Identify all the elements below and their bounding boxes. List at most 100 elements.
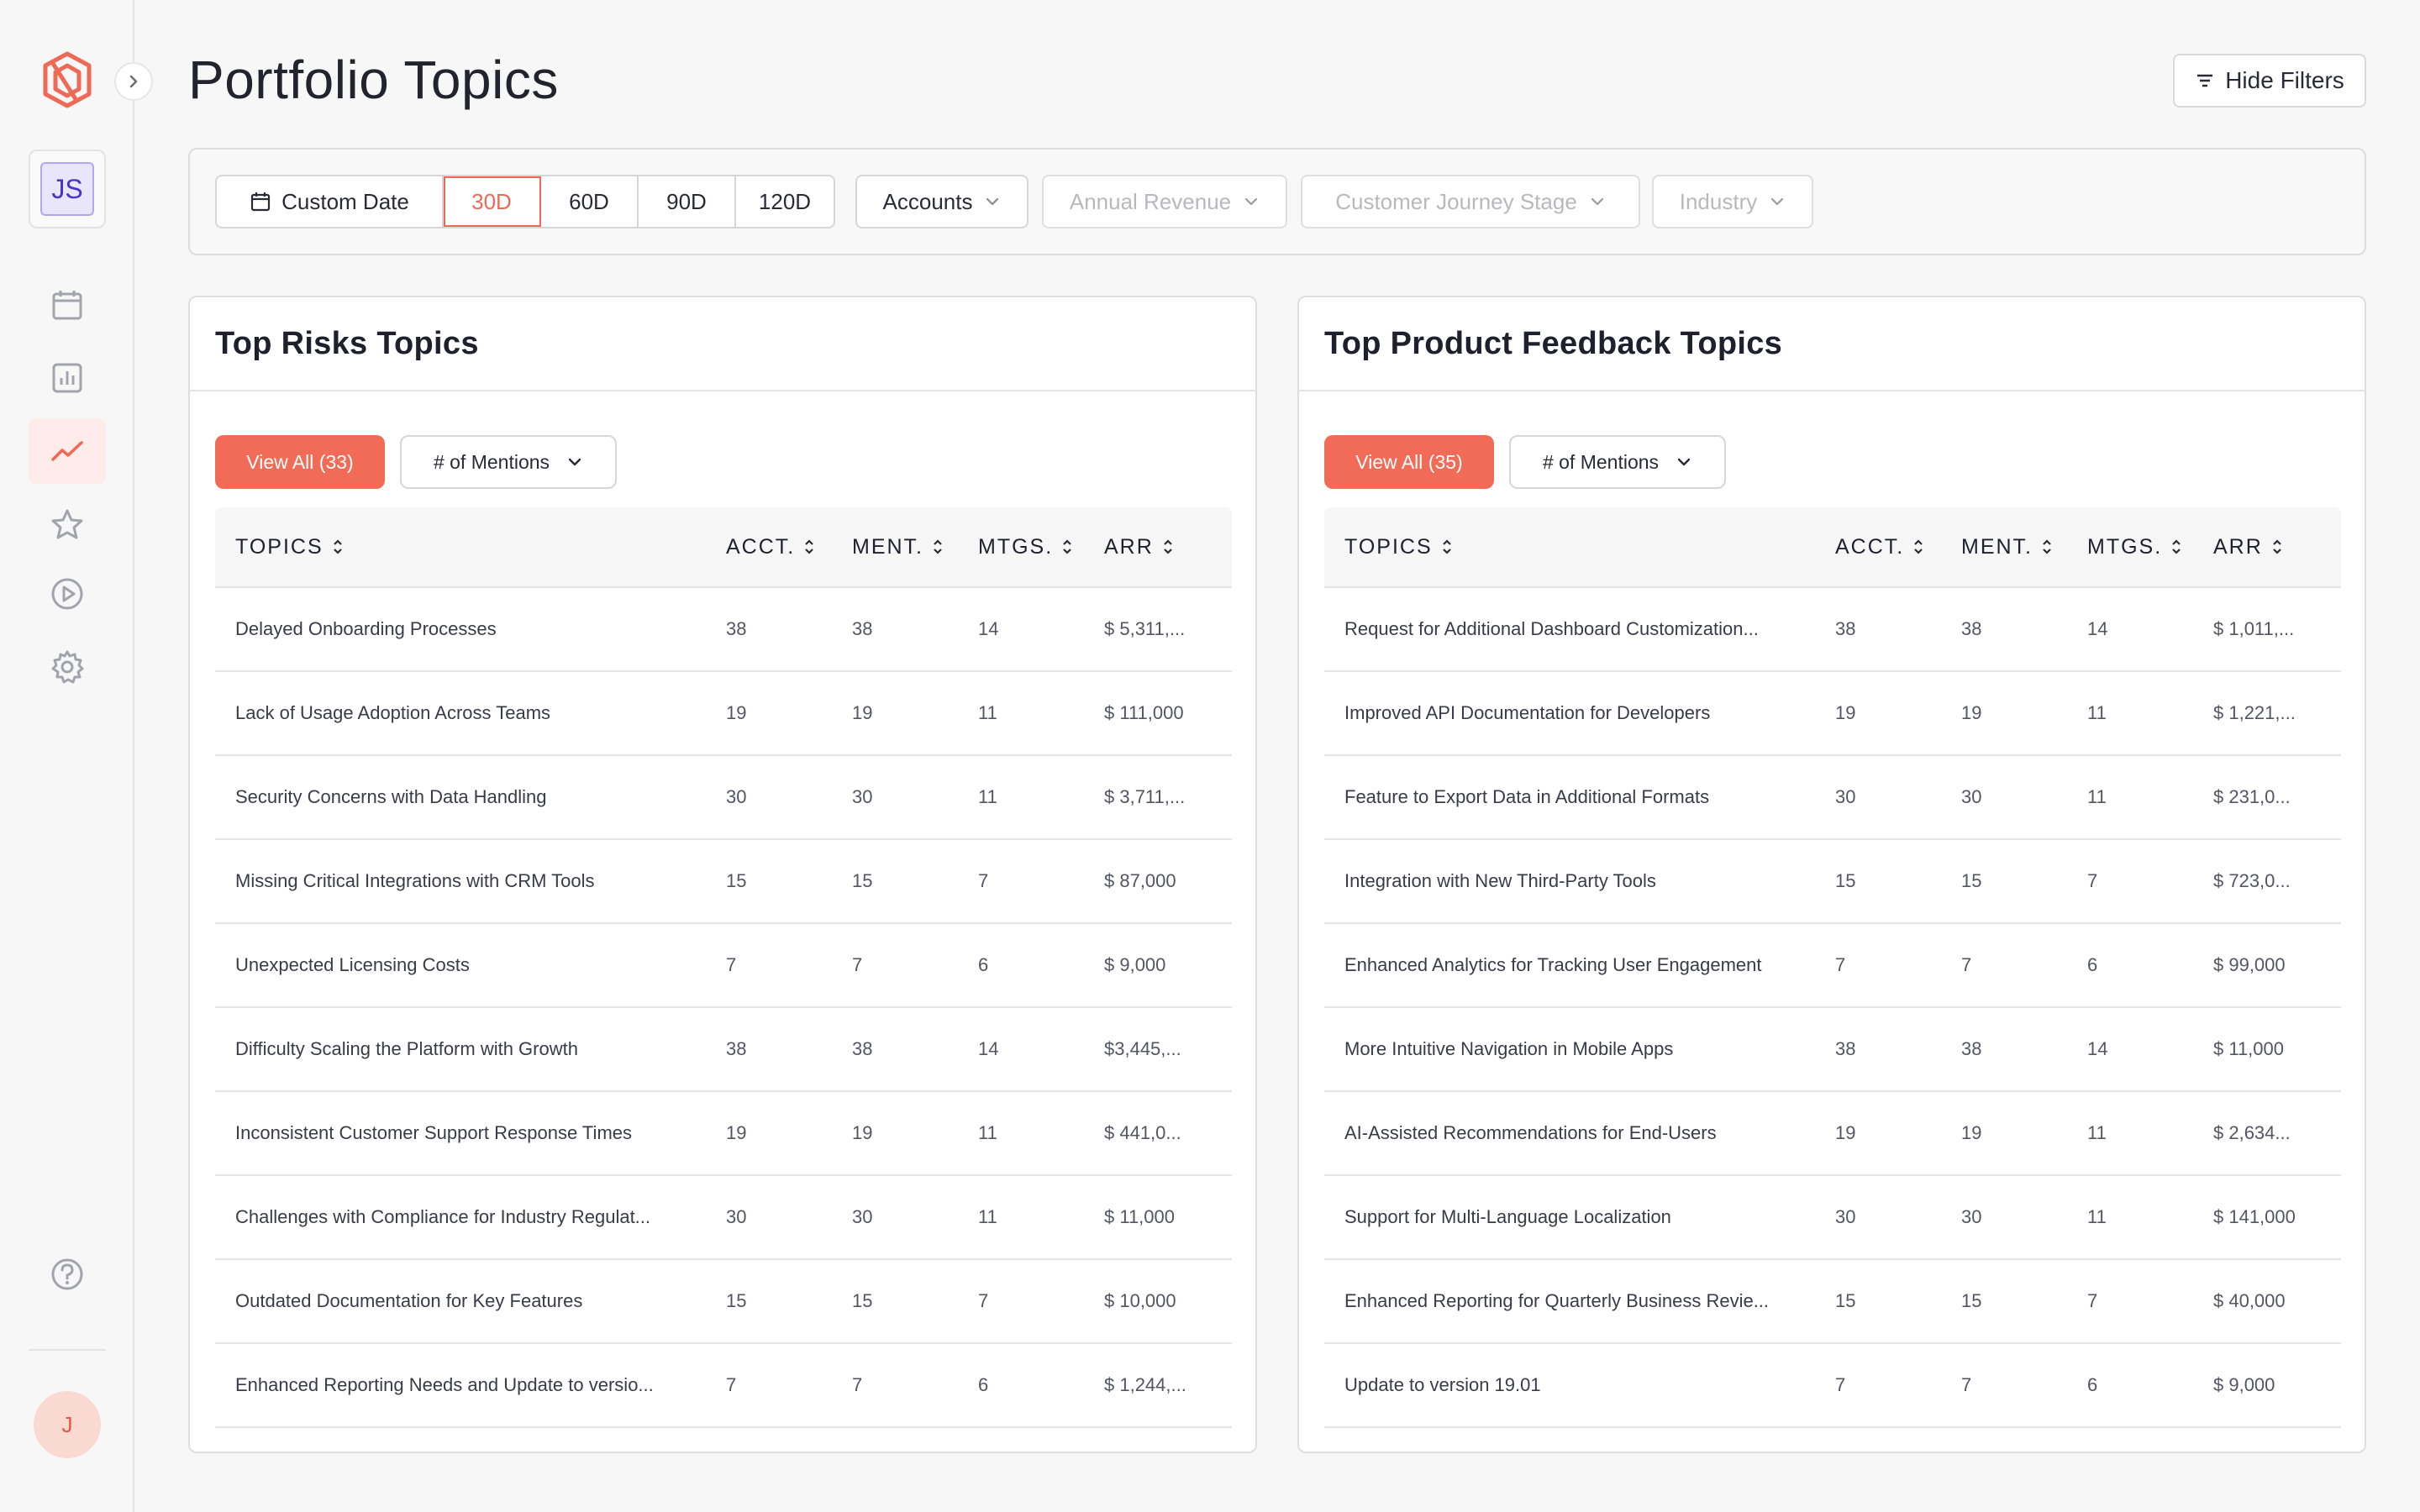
arr-cell: $ 1,011,... <box>2213 618 2295 639</box>
mtgs-cell: 14 <box>978 618 999 639</box>
acct-cell: 15 <box>1835 1290 1856 1311</box>
sidebar-item-favorites[interactable] <box>29 491 106 557</box>
topic-link[interactable]: Feature to Export Data in Additional For… <box>1344 786 1710 807</box>
topic-link[interactable]: Enhanced Reporting for Quarterly Busines… <box>1344 1290 1770 1311</box>
column-header-ment[interactable]: MENT. <box>1961 535 2087 559</box>
topic-link[interactable]: Integration with New Third-Party Tools <box>1344 870 1656 891</box>
range-90d[interactable]: 90D <box>639 176 736 227</box>
topic-link[interactable]: Difficulty Scaling the Platform with Gro… <box>235 1038 578 1059</box>
sidebar-item-recordings[interactable] <box>29 561 106 627</box>
logo-icon[interactable] <box>40 50 94 109</box>
acct-cell: 15 <box>1835 870 1856 891</box>
sidebar-item-calendar[interactable] <box>29 272 106 338</box>
topic-link[interactable]: Request for Additional Dashboard Customi… <box>1344 618 1759 639</box>
table-header: TOPICS ACCT. MENT. MTGS. ARR <box>215 507 1232 588</box>
table-row: Challenges with Compliance for Industry … <box>215 1176 1232 1260</box>
acct-cell: 38 <box>726 618 747 639</box>
gear-icon <box>51 650 84 684</box>
column-label: ARR <box>2213 534 2263 559</box>
topic-link[interactable]: Enhanced Reporting Needs and Update to v… <box>235 1374 654 1395</box>
ment-cell: 19 <box>1961 702 1982 723</box>
custom-date-button[interactable]: Custom Date <box>217 176 444 227</box>
sort-icon <box>2273 539 2281 554</box>
acct-cell: 30 <box>726 786 747 807</box>
column-header-acct[interactable]: ACCT. <box>726 535 852 559</box>
topic-link[interactable]: Challenges with Compliance for Industry … <box>235 1206 651 1227</box>
ment-cell: 38 <box>852 1038 873 1059</box>
column-label: ARR <box>1104 534 1154 559</box>
topic-link[interactable]: More Intuitive Navigation in Mobile Apps <box>1344 1038 1674 1059</box>
acct-cell: 30 <box>1835 1206 1856 1227</box>
annual-revenue-dropdown[interactable]: Annual Revenue <box>1042 175 1287 228</box>
range-60d[interactable]: 60D <box>541 176 639 227</box>
play-circle-icon <box>51 578 83 610</box>
accounts-dropdown[interactable]: Accounts <box>855 175 1028 228</box>
topic-link[interactable]: Lack of Usage Adoption Across Teams <box>235 702 551 723</box>
mtgs-cell: 11 <box>2087 786 2107 807</box>
annual-revenue-label: Annual Revenue <box>1069 188 1232 214</box>
risks-table: TOPICS ACCT. MENT. MTGS. ARR Delayed Onb… <box>215 507 1232 1428</box>
topic-link[interactable]: Security Concerns with Data Handling <box>235 786 547 807</box>
acct-cell: 38 <box>726 1038 747 1059</box>
arr-cell: $ 9,000 <box>1104 954 1166 975</box>
table-row: AI-Assisted Recommendations for End-User… <box>1324 1092 2341 1176</box>
sidebar-item-help[interactable] <box>29 1242 106 1307</box>
workspace-badge: JS <box>40 162 94 216</box>
column-header-topics[interactable]: TOPICS <box>1324 535 1835 559</box>
chevron-down-icon <box>1771 197 1784 206</box>
table-row: Inconsistent Customer Support Response T… <box>215 1092 1232 1176</box>
feedback-metric-dropdown[interactable]: # of Mentions <box>1509 435 1726 489</box>
column-header-acct[interactable]: ACCT. <box>1835 535 1961 559</box>
column-header-mtgs[interactable]: MTGS. <box>978 535 1104 559</box>
ment-cell: 19 <box>852 1122 873 1143</box>
user-avatar[interactable]: J <box>34 1391 101 1458</box>
mtgs-cell: 11 <box>2087 1122 2107 1143</box>
sidebar-collapse-button[interactable] <box>114 62 153 101</box>
customer-journey-stage-dropdown[interactable]: Customer Journey Stage <box>1301 175 1640 228</box>
panel-title: Top Product Feedback Topics <box>1324 325 1783 361</box>
sidebar-item-topics[interactable] <box>29 418 106 484</box>
column-header-mtgs[interactable]: MTGS. <box>2087 535 2213 559</box>
arr-cell: $ 141,000 <box>2213 1206 2296 1227</box>
topic-link[interactable]: Improved API Documentation for Developer… <box>1344 702 1711 723</box>
range-30d[interactable]: 30D <box>444 176 541 227</box>
mtgs-cell: 6 <box>2087 954 2098 975</box>
topic-link[interactable]: Unexpected Licensing Costs <box>235 954 470 975</box>
topic-link[interactable]: Missing Critical Integrations with CRM T… <box>235 870 595 891</box>
column-header-ment[interactable]: MENT. <box>852 535 978 559</box>
column-header-topics[interactable]: TOPICS <box>215 535 726 559</box>
topic-link[interactable]: Outdated Documentation for Key Features <box>235 1290 583 1311</box>
topic-link[interactable]: Inconsistent Customer Support Response T… <box>235 1122 633 1143</box>
arr-cell: $ 10,000 <box>1104 1290 1176 1311</box>
arr-cell: $3,445,... <box>1104 1038 1181 1059</box>
industry-dropdown[interactable]: Industry <box>1652 175 1813 228</box>
risks-metric-dropdown[interactable]: # of Mentions <box>400 435 617 489</box>
column-header-arr[interactable]: ARR <box>2213 535 2341 559</box>
range-120d[interactable]: 120D <box>758 188 812 214</box>
acct-cell: 7 <box>726 1374 737 1395</box>
acct-cell: 38 <box>1835 1038 1856 1059</box>
table-row: Update to version 19.01 7 7 6 $ 9,000 <box>1324 1344 2341 1428</box>
hide-filters-button[interactable]: Hide Filters <box>2173 54 2366 108</box>
sidebar-item-settings[interactable] <box>29 634 106 700</box>
workspace-switcher[interactable]: JS <box>29 150 106 228</box>
mtgs-cell: 11 <box>2087 702 2107 723</box>
topic-link[interactable]: Enhanced Analytics for Tracking User Eng… <box>1344 954 1762 975</box>
acct-cell: 19 <box>726 702 747 723</box>
topic-link[interactable]: Delayed Onboarding Processes <box>235 618 497 639</box>
view-all-feedback-button[interactable]: View All (35) <box>1324 435 1494 489</box>
sort-icon <box>1442 539 1451 554</box>
column-header-arr[interactable]: ARR <box>1104 535 1232 559</box>
ment-cell: 15 <box>852 1290 873 1311</box>
view-all-risks-button[interactable]: View All (33) <box>215 435 385 489</box>
sidebar-item-reports[interactable] <box>29 345 106 411</box>
table-row: Support for Multi-Language Localization 3… <box>1324 1176 2341 1260</box>
mtgs-cell: 7 <box>2087 1290 2098 1311</box>
metric-label: # of Mentions <box>1542 450 1660 473</box>
topic-link[interactable]: AI-Assisted Recommendations for End-User… <box>1344 1122 1717 1143</box>
arr-cell: $ 99,000 <box>2213 954 2286 975</box>
arr-cell: $ 723,0... <box>2213 870 2291 891</box>
topic-link[interactable]: Support for Multi-Language Localization <box>1344 1206 1671 1227</box>
topic-link[interactable]: Update to version 19.01 <box>1344 1374 1541 1395</box>
chevron-down-icon <box>1245 197 1258 206</box>
